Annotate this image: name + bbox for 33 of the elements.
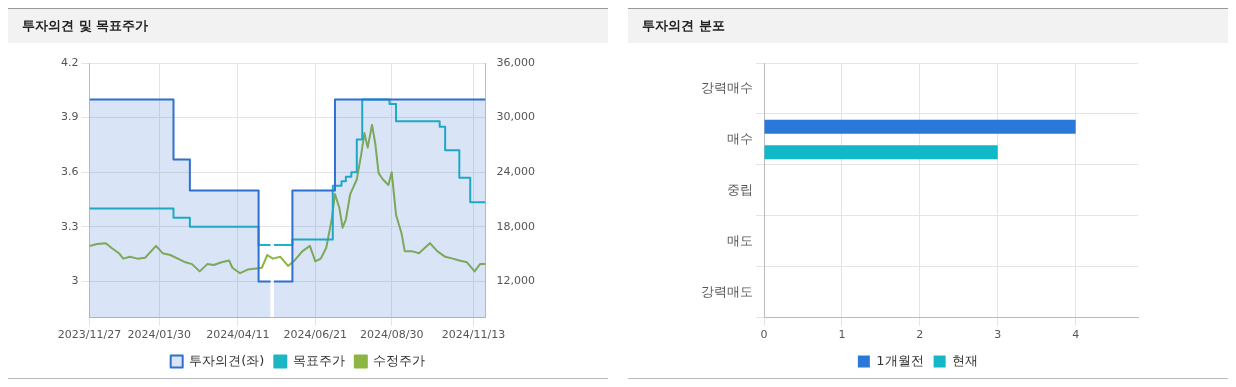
legend-label: 목표주가 [292,352,345,368]
x-tick-label: 2024/08/30 [359,328,424,342]
y2-tick-label: 18,000 [496,219,536,233]
legend-label: 1개월전 [876,352,924,368]
x-tick-label: 4 [1072,328,1080,342]
y2-tick-label: 36,000 [496,55,536,69]
y2-tick-label: 30,000 [496,110,536,124]
y-tick-label: 매도 [727,232,753,248]
x-tick-label: 3 [994,328,1002,342]
y2-tick-label: 12,000 [496,274,536,288]
y-tick-label: 강력매도 [701,283,753,299]
x-tick-label: 0 [760,328,768,342]
y-tick-label: 매수 [727,130,753,146]
legend-label: 현재 [952,352,979,368]
x-tick-label: 2 [916,328,924,342]
x-tick-label: 1 [838,328,846,342]
chart-title: 투자의견 및 목표주가 [8,9,608,43]
legend-label: 수정주가 [373,352,426,368]
y-tick-label: 3.3 [60,219,79,233]
y-tick-label: 강력매수 [701,79,753,95]
y-tick-label: 3.9 [60,110,79,124]
y-tick-label: 3 [71,274,79,288]
chart-title: 투자의견 분포 [628,9,1228,43]
y-tick-label: 4.2 [60,55,79,69]
x-tick-label: 2023/11/27 [57,328,122,342]
x-tick-label: 2024/06/21 [283,328,348,342]
y2-tick-label: 24,000 [496,165,536,179]
y-tick-label: 3.6 [60,165,79,179]
legend-label: 투자의견(좌) [189,352,265,368]
y-tick-label: 중립 [727,181,753,197]
x-tick-label: 2024/04/11 [206,328,270,342]
x-tick-label: 2024/01/30 [127,328,192,342]
x-tick-label: 2024/11/13 [441,328,506,342]
